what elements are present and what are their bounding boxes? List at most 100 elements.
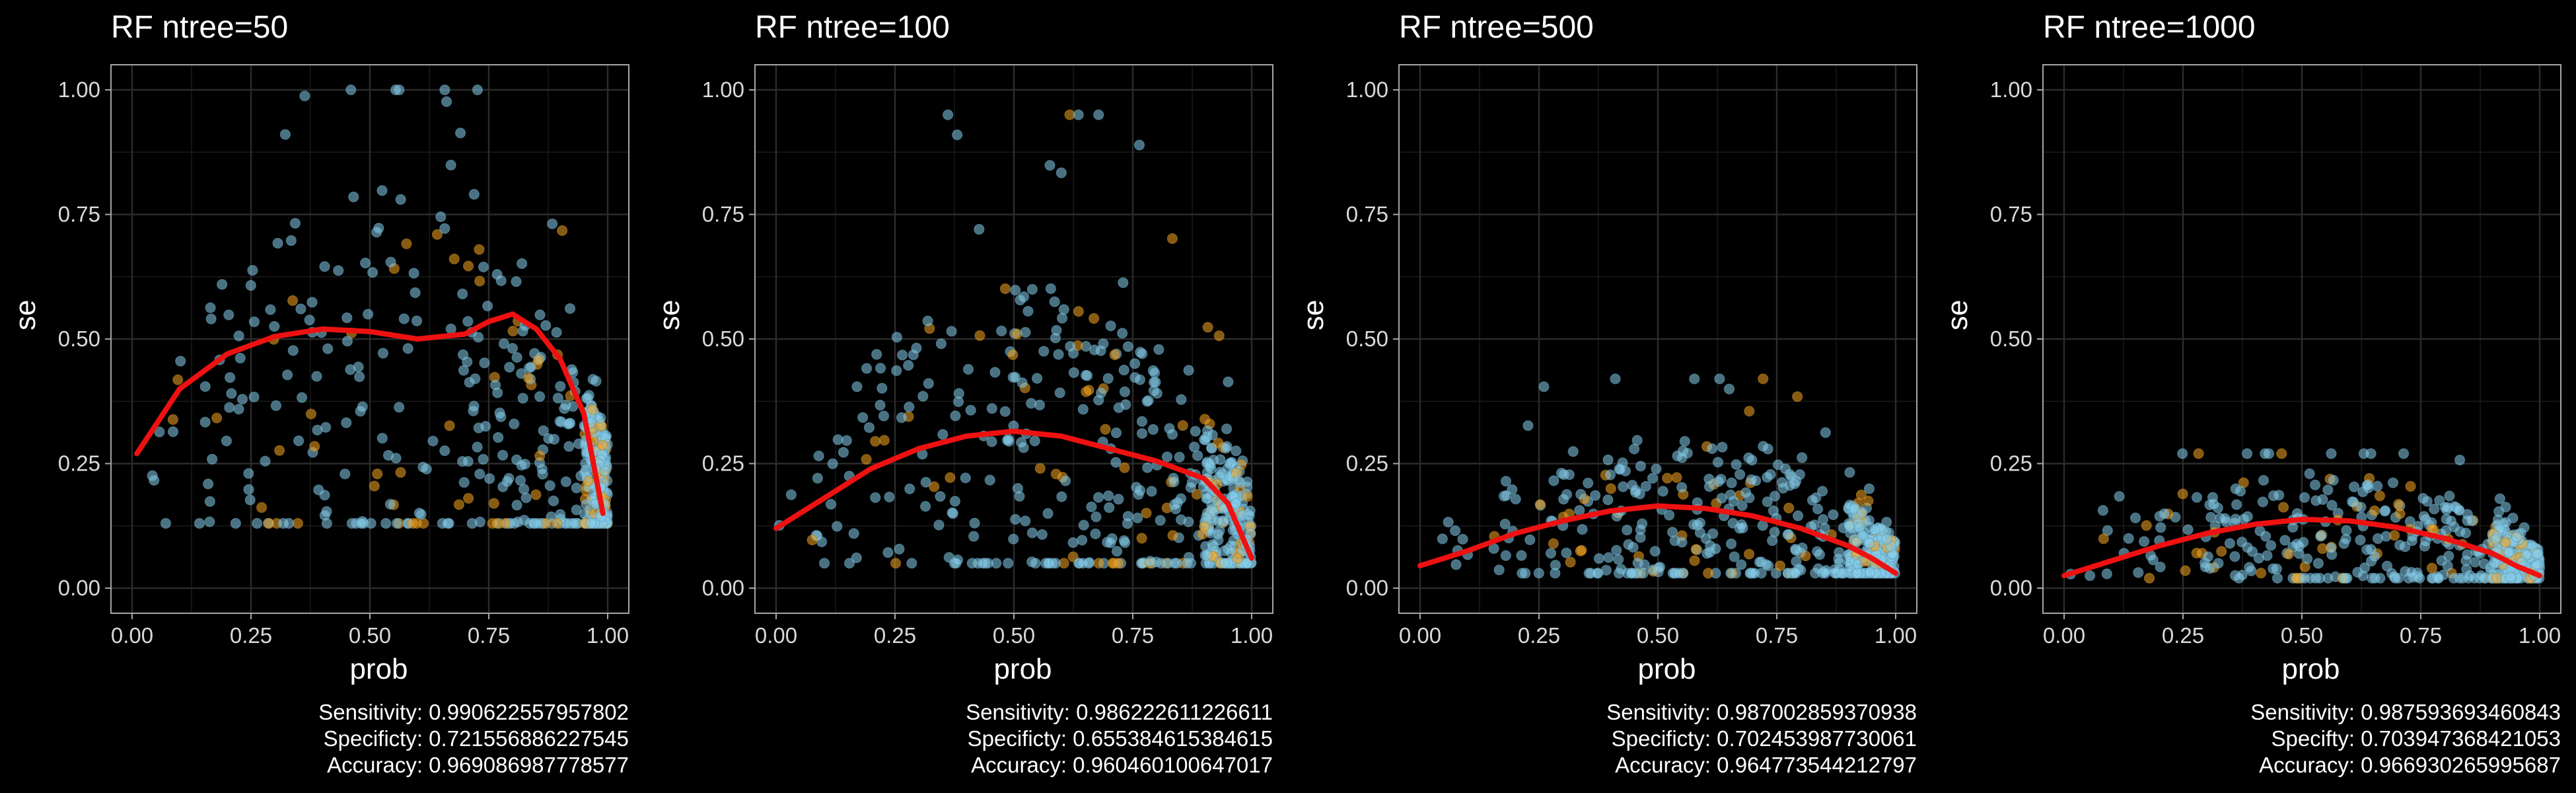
data-point xyxy=(1202,322,1213,333)
data-point xyxy=(497,449,509,461)
data-point xyxy=(2254,525,2266,537)
data-point xyxy=(341,336,353,347)
data-point xyxy=(295,303,306,315)
data-point xyxy=(2138,536,2150,547)
x-tick-label: 0.00 xyxy=(755,623,797,648)
data-point xyxy=(1083,385,1094,396)
data-point xyxy=(2309,479,2321,490)
data-point xyxy=(2369,505,2380,517)
data-point xyxy=(1067,537,1079,548)
data-point xyxy=(517,258,528,269)
data-point xyxy=(1614,463,1626,475)
panel-ntree-100: 0.00 0.25 0.50 0.75 1.00 0.00 0.25 0.50 0.75 1.00… xyxy=(644,0,1288,793)
data-point xyxy=(2491,572,2503,584)
data-point xyxy=(1611,545,1622,556)
data-point xyxy=(2236,570,2248,581)
data-point xyxy=(1119,462,1130,473)
data-point xyxy=(1010,285,1021,296)
data-point xyxy=(2256,568,2267,579)
data-point xyxy=(1122,511,1133,522)
data-point xyxy=(571,504,582,515)
data-point xyxy=(1792,391,1803,402)
data-point xyxy=(1600,564,1612,576)
data-point xyxy=(233,330,244,342)
data-point xyxy=(341,312,353,323)
data-point xyxy=(968,531,980,542)
data-point xyxy=(806,535,818,546)
data-point xyxy=(851,552,862,564)
data-point xyxy=(517,393,528,404)
data-point xyxy=(1183,516,1194,527)
y-tick-label: 1.00 xyxy=(1990,77,2032,102)
data-point xyxy=(1443,516,1454,528)
data-point xyxy=(904,483,915,494)
data-point xyxy=(1141,508,1152,519)
data-point xyxy=(2530,560,2541,572)
data-point xyxy=(532,354,544,366)
data-point xyxy=(1055,167,1067,178)
data-point xyxy=(369,480,380,492)
stats-block: Sensitivity: 0.987002859370938 Specifict… xyxy=(1606,699,1917,778)
data-point xyxy=(2328,474,2339,486)
data-point xyxy=(903,359,914,371)
x-tick-label: 0.00 xyxy=(111,623,153,648)
data-point xyxy=(2229,551,2240,562)
data-point xyxy=(511,500,522,511)
data-point xyxy=(1170,504,1182,515)
data-point xyxy=(1762,472,1773,483)
data-point xyxy=(480,421,491,432)
data-point xyxy=(1026,283,1038,295)
data-point xyxy=(587,404,598,415)
data-point xyxy=(2262,550,2273,561)
data-point xyxy=(2299,492,2310,503)
data-point xyxy=(1754,556,1766,568)
data-point xyxy=(1574,505,1585,516)
data-point xyxy=(372,469,383,480)
data-point xyxy=(1688,519,1699,530)
data-point xyxy=(1034,399,1046,411)
data-point xyxy=(1166,233,1178,245)
data-point xyxy=(1863,515,1875,526)
data-point xyxy=(2405,480,2416,492)
data-point xyxy=(555,381,566,392)
data-point xyxy=(1232,552,1243,564)
data-point xyxy=(857,412,869,423)
data-point xyxy=(1522,420,1534,432)
data-point xyxy=(511,276,522,287)
data-point xyxy=(149,474,160,486)
panel-ntree-50: 0.00 0.25 0.50 0.75 1.00 0.00 0.25 0.50 0.75 1.00… xyxy=(0,0,644,793)
data-point xyxy=(1148,377,1160,388)
data-point xyxy=(933,519,945,531)
data-point xyxy=(935,338,947,350)
smooth-curve xyxy=(2061,516,2542,579)
data-point xyxy=(540,320,552,331)
data-point xyxy=(1736,500,1748,511)
data-point xyxy=(2276,448,2287,459)
specificity-text: Specificty: 0.655384615384615 xyxy=(967,726,1273,751)
data-point xyxy=(353,361,364,373)
data-point xyxy=(1790,568,1801,579)
data-point xyxy=(1185,482,1196,493)
data-point xyxy=(984,474,995,486)
data-point xyxy=(160,517,172,529)
data-point xyxy=(2444,490,2455,502)
data-point xyxy=(2101,568,2112,580)
data-point xyxy=(2398,448,2410,459)
data-point xyxy=(1676,482,1688,493)
data-point xyxy=(463,492,474,504)
data-point xyxy=(444,420,455,432)
data-point xyxy=(1245,527,1256,539)
data-point xyxy=(1857,507,1868,518)
data-point xyxy=(2177,488,2188,500)
data-point xyxy=(1111,546,1123,557)
data-point xyxy=(269,321,280,332)
data-point xyxy=(891,332,902,343)
data-point xyxy=(1820,427,1831,438)
data-point xyxy=(1863,495,1874,507)
data-point xyxy=(287,345,299,356)
plot-area: 0.00 0.25 0.50 0.75 1.00 0.00 0.25 0.50 0.75 1.00 xyxy=(1990,64,2561,648)
data-point xyxy=(2500,502,2511,513)
data-point xyxy=(945,472,956,483)
data-point xyxy=(415,509,427,520)
data-point xyxy=(2393,572,2404,584)
